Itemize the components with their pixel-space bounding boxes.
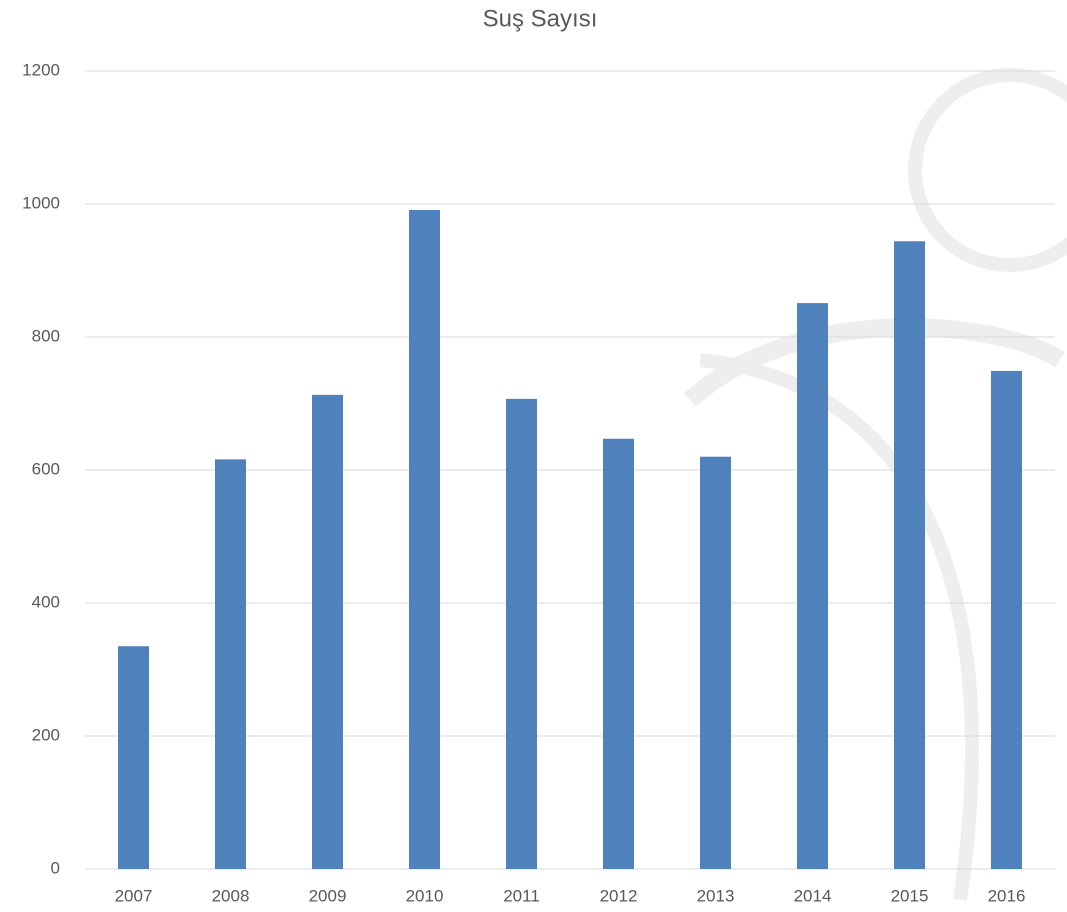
bar (700, 456, 731, 869)
bar (409, 209, 440, 870)
y-tick-label: 800 (32, 326, 60, 345)
bar (797, 303, 828, 870)
bar (118, 646, 149, 869)
bar (312, 394, 343, 869)
x-tick-label: 2009 (309, 886, 347, 905)
chart-title: Suş Sayısı (483, 5, 598, 32)
x-tick-label: 2013 (697, 886, 735, 905)
x-tick-label: 2015 (891, 886, 929, 905)
y-tick-label: 600 (32, 459, 60, 478)
y-tick-label: 1200 (22, 60, 60, 79)
bar (506, 398, 537, 869)
x-tick-label: 2008 (212, 886, 250, 905)
bar (991, 370, 1022, 869)
y-tick-label: 400 (32, 592, 60, 611)
x-tick-label: 2010 (406, 886, 444, 905)
bar (603, 438, 634, 869)
x-tick-label: 2011 (503, 886, 540, 905)
y-tick-label: 0 (51, 858, 60, 877)
bar (215, 459, 246, 869)
x-tick-label: 2012 (600, 886, 638, 905)
y-tick-label: 1000 (22, 193, 60, 212)
x-tick-label: 2014 (794, 886, 832, 905)
x-tick-label: 2007 (115, 886, 153, 905)
x-tick-label: 2016 (988, 886, 1026, 905)
bar (894, 241, 925, 870)
y-tick-label: 200 (32, 725, 60, 744)
